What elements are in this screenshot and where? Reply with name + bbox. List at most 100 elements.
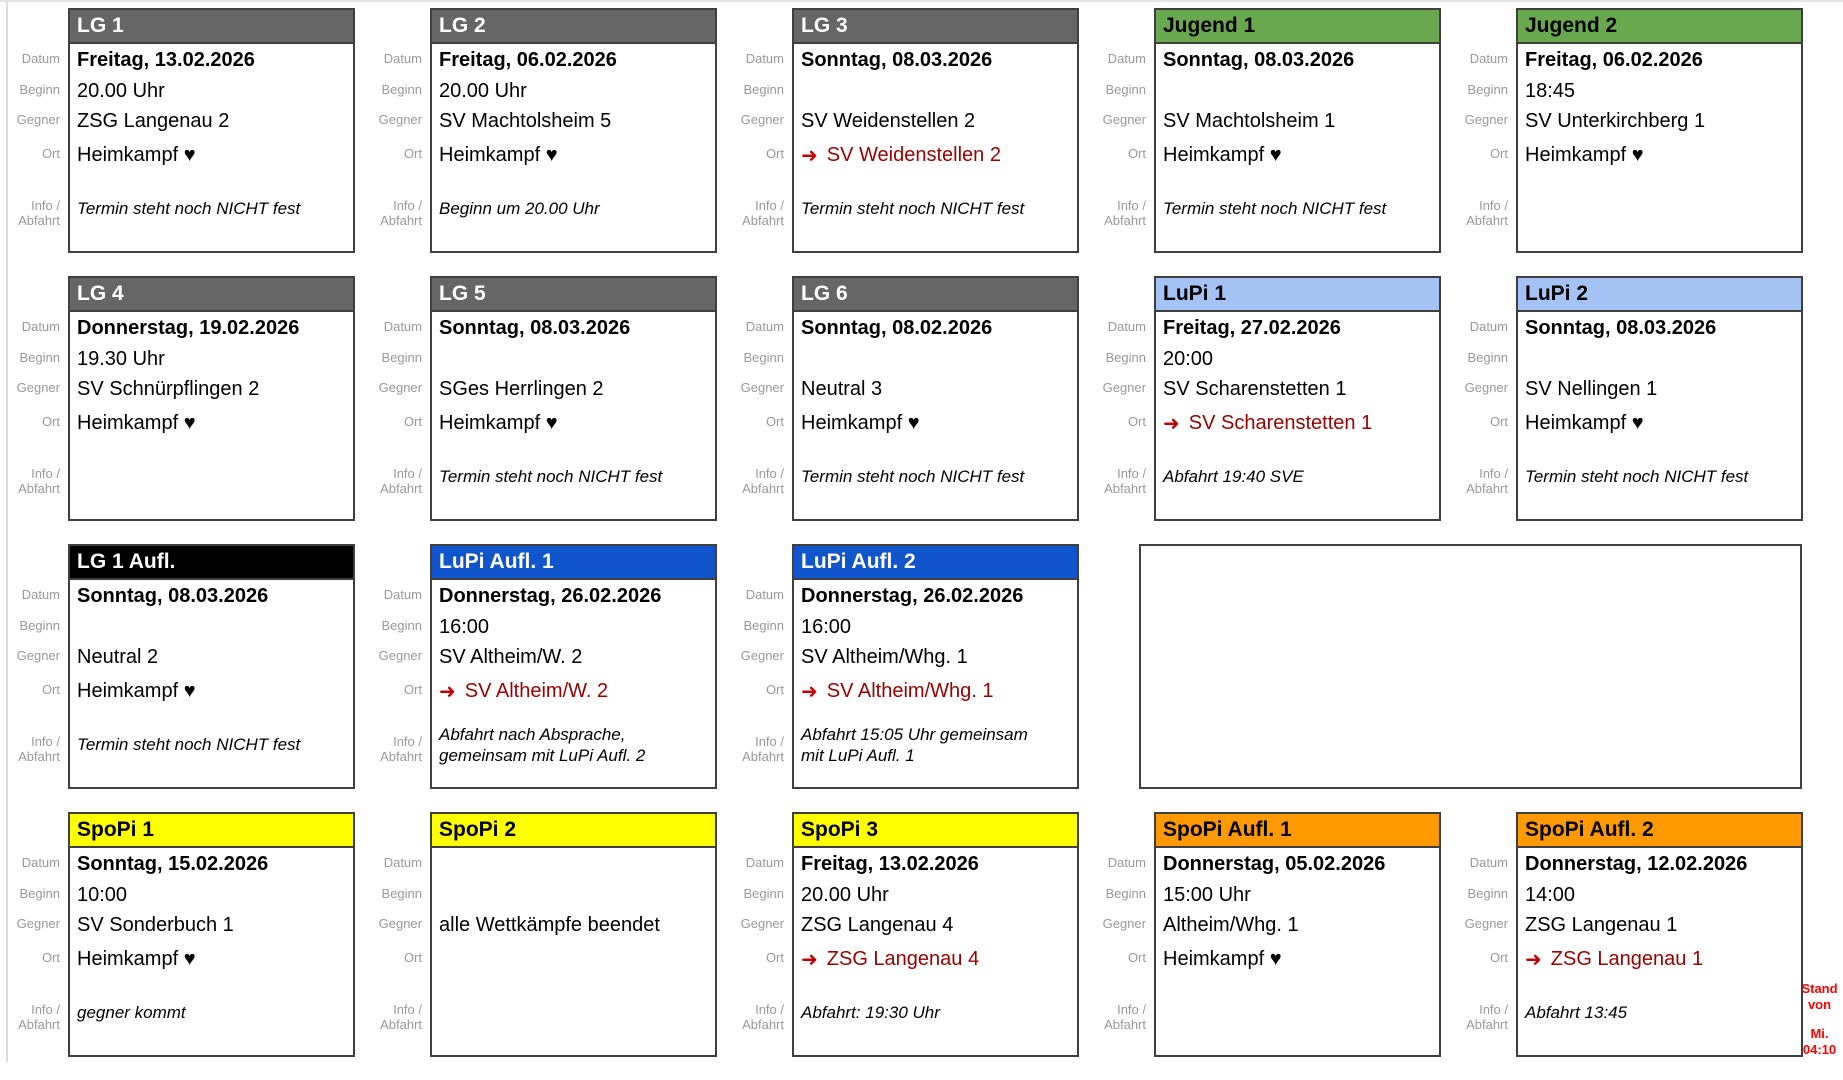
row-label-info-line2: Abfahrt [1466, 212, 1508, 228]
row-label-gegner: Gegner [1464, 915, 1508, 931]
beginn-value: 20.00 Uhr [801, 884, 889, 906]
gegner-value: SV Machtolsheim 1 [1163, 109, 1336, 132]
info-value [70, 442, 353, 519]
card-box: Jugend 2 Freitag, 06.02.2026 18:45 SV Un… [1516, 8, 1803, 253]
ort-value: Heimkampf ♥ [432, 404, 715, 442]
datum-value: Freitag, 06.02.2026 [439, 49, 617, 71]
ort-value: ➜ SV Scharenstetten 1 [1156, 404, 1439, 442]
info-value: Termin steht noch NICHT fest [439, 467, 663, 486]
row-label-ort: Ort [41, 681, 60, 697]
row-label-datum: Datum [1469, 855, 1508, 870]
row-label-info-line1: Info / [1479, 465, 1508, 481]
row-labels: Datum Beginn Gegner Ort Info / Abfahrt [368, 812, 430, 1057]
info-value: gegner kommt [77, 1003, 186, 1022]
table-border-top [0, 0, 1843, 2]
ort-value: Heimkampf ♥ [1156, 136, 1439, 174]
info-value: Termin steht noch NICHT fest [801, 199, 1025, 218]
beginn-value: 16:00 [801, 616, 852, 638]
beginn-value [432, 345, 715, 374]
info-value [432, 978, 715, 1055]
row-label-info-line1: Info / [755, 197, 784, 213]
card-header: SpoPi 3 [794, 814, 1077, 848]
row-label-info-line1: Info / [393, 1001, 422, 1017]
card-title: LG 5 [439, 282, 486, 305]
row-label-ort: Ort [1489, 949, 1508, 965]
row-label-info-line2: Abfahrt [1104, 1016, 1146, 1032]
beginn-value: 10:00 [77, 884, 128, 906]
card-box: LuPi Aufl. 2 Donnerstag, 26.02.2026 16:0… [792, 544, 1079, 789]
empty-slot [1139, 544, 1802, 789]
row-label-datum: Datum [745, 319, 784, 334]
gegner-value: Neutral 3 [801, 377, 883, 400]
datum-value: Sonntag, 15.02.2026 [77, 853, 269, 875]
row-label-info-line2: Abfahrt [1104, 480, 1146, 496]
match-card: Datum Beginn Gegner Ort Info / Abfahrt L… [730, 8, 1079, 253]
row-label-info-line1: Info / [31, 1001, 60, 1017]
beginn-value: 15:00 Uhr [1163, 884, 1251, 906]
match-card: Datum Beginn Gegner Ort Info / Abfahrt L… [368, 276, 717, 521]
info-value: Abfahrt nach Absprache, gemeinsam mit Lu… [439, 724, 646, 765]
row-label-beginn: Beginn [743, 350, 784, 365]
gegner-value: SV Altheim/W. 2 [439, 645, 583, 668]
beginn-value [1156, 77, 1439, 106]
row-label-info: Info / Abfahrt [730, 172, 792, 253]
ort-value: ➜ SV Altheim/W. 2 [432, 672, 715, 710]
datum-value: Donnerstag, 26.02.2026 [439, 585, 662, 607]
match-card: Datum Beginn Gegner Ort Info / Abfahrt L… [6, 8, 355, 253]
gegner-value: SV Sonderbuch 1 [77, 913, 234, 936]
card-title: Jugend 2 [1525, 14, 1618, 37]
stand-note-line2: Mi. 04:10 [1802, 1026, 1837, 1057]
ort-value: Heimkampf ♥ [70, 136, 353, 174]
match-card: Datum Beginn Gegner Ort Info / Abfahrt L… [6, 544, 355, 789]
row-label-info: Info / Abfahrt [6, 976, 68, 1057]
ort-value: ➜ SV Weidenstellen 2 [794, 136, 1077, 174]
gegner-value: Neutral 2 [77, 645, 159, 668]
row-label-datum: Datum [1107, 855, 1146, 870]
ort-text: Heimkampf ♥ [77, 947, 196, 970]
datum-value: Freitag, 13.02.2026 [77, 49, 255, 71]
row-label-info-line1: Info / [31, 197, 60, 213]
card-box: Jugend 1 Sonntag, 08.03.2026 SV Machtols… [1154, 8, 1441, 253]
row-label-info-line1: Info / [1479, 1001, 1508, 1017]
away-arrow-icon: ➜ [1525, 948, 1542, 971]
ort-text: Heimkampf ♥ [77, 411, 196, 434]
card-header: LG 4 [70, 278, 353, 312]
card-header: SpoPi 1 [70, 814, 353, 848]
row-label-info: Info / Abfahrt [1092, 172, 1154, 253]
ort-value: Heimkampf ♥ [70, 672, 353, 710]
beginn-value [70, 613, 353, 642]
row-label-datum: Datum [1107, 319, 1146, 334]
row-label-info: Info / Abfahrt [6, 172, 68, 253]
row-labels: Datum Beginn Gegner Ort Info / Abfahrt [1092, 812, 1154, 1057]
match-card: Datum Beginn Gegner Ort Info / Abfahrt L… [1454, 276, 1803, 521]
gegner-value: ZSG Langenau 4 [801, 913, 954, 936]
card-title: LG 1 [77, 14, 124, 37]
row-label-ort: Ort [1489, 413, 1508, 429]
row-label-info-line1: Info / [1479, 197, 1508, 213]
card-title: LG 4 [77, 282, 124, 305]
ort-value: Heimkampf ♥ [1156, 940, 1439, 978]
row-label-beginn: Beginn [1105, 350, 1146, 365]
row-labels: Datum Beginn Gegner Ort Info / Abfahrt [730, 8, 792, 253]
beginn-value [794, 345, 1077, 374]
row-label-gegner: Gegner [740, 647, 784, 663]
gegner-value: SV Nellingen 1 [1525, 377, 1658, 400]
row-label-info-line1: Info / [393, 465, 422, 481]
row-label-beginn: Beginn [1105, 82, 1146, 97]
gegner-value: ZSG Langenau 2 [77, 109, 230, 132]
row-label-gegner: Gegner [1102, 915, 1146, 931]
ort-text: SV Altheim/W. 2 [464, 679, 609, 702]
row-label-info-line1: Info / [755, 1001, 784, 1017]
ort-text: Heimkampf ♥ [801, 411, 920, 434]
datum-value: Sonntag, 08.03.2026 [1525, 317, 1717, 339]
card-box: LuPi Aufl. 1 Donnerstag, 26.02.2026 16:0… [430, 544, 717, 789]
row-label-beginn: Beginn [1467, 350, 1508, 365]
card-header: LG 2 [432, 10, 715, 44]
row-label-datum: Datum [383, 855, 422, 870]
datum-value [432, 848, 715, 881]
beginn-value: 19.30 Uhr [77, 348, 165, 370]
row-label-info-line1: Info / [755, 465, 784, 481]
ort-text: Heimkampf ♥ [1163, 143, 1282, 166]
row-labels: Datum Beginn Gegner Ort Info / Abfahrt [368, 8, 430, 253]
ort-value: ➜ ZSG Langenau 4 [794, 940, 1077, 978]
